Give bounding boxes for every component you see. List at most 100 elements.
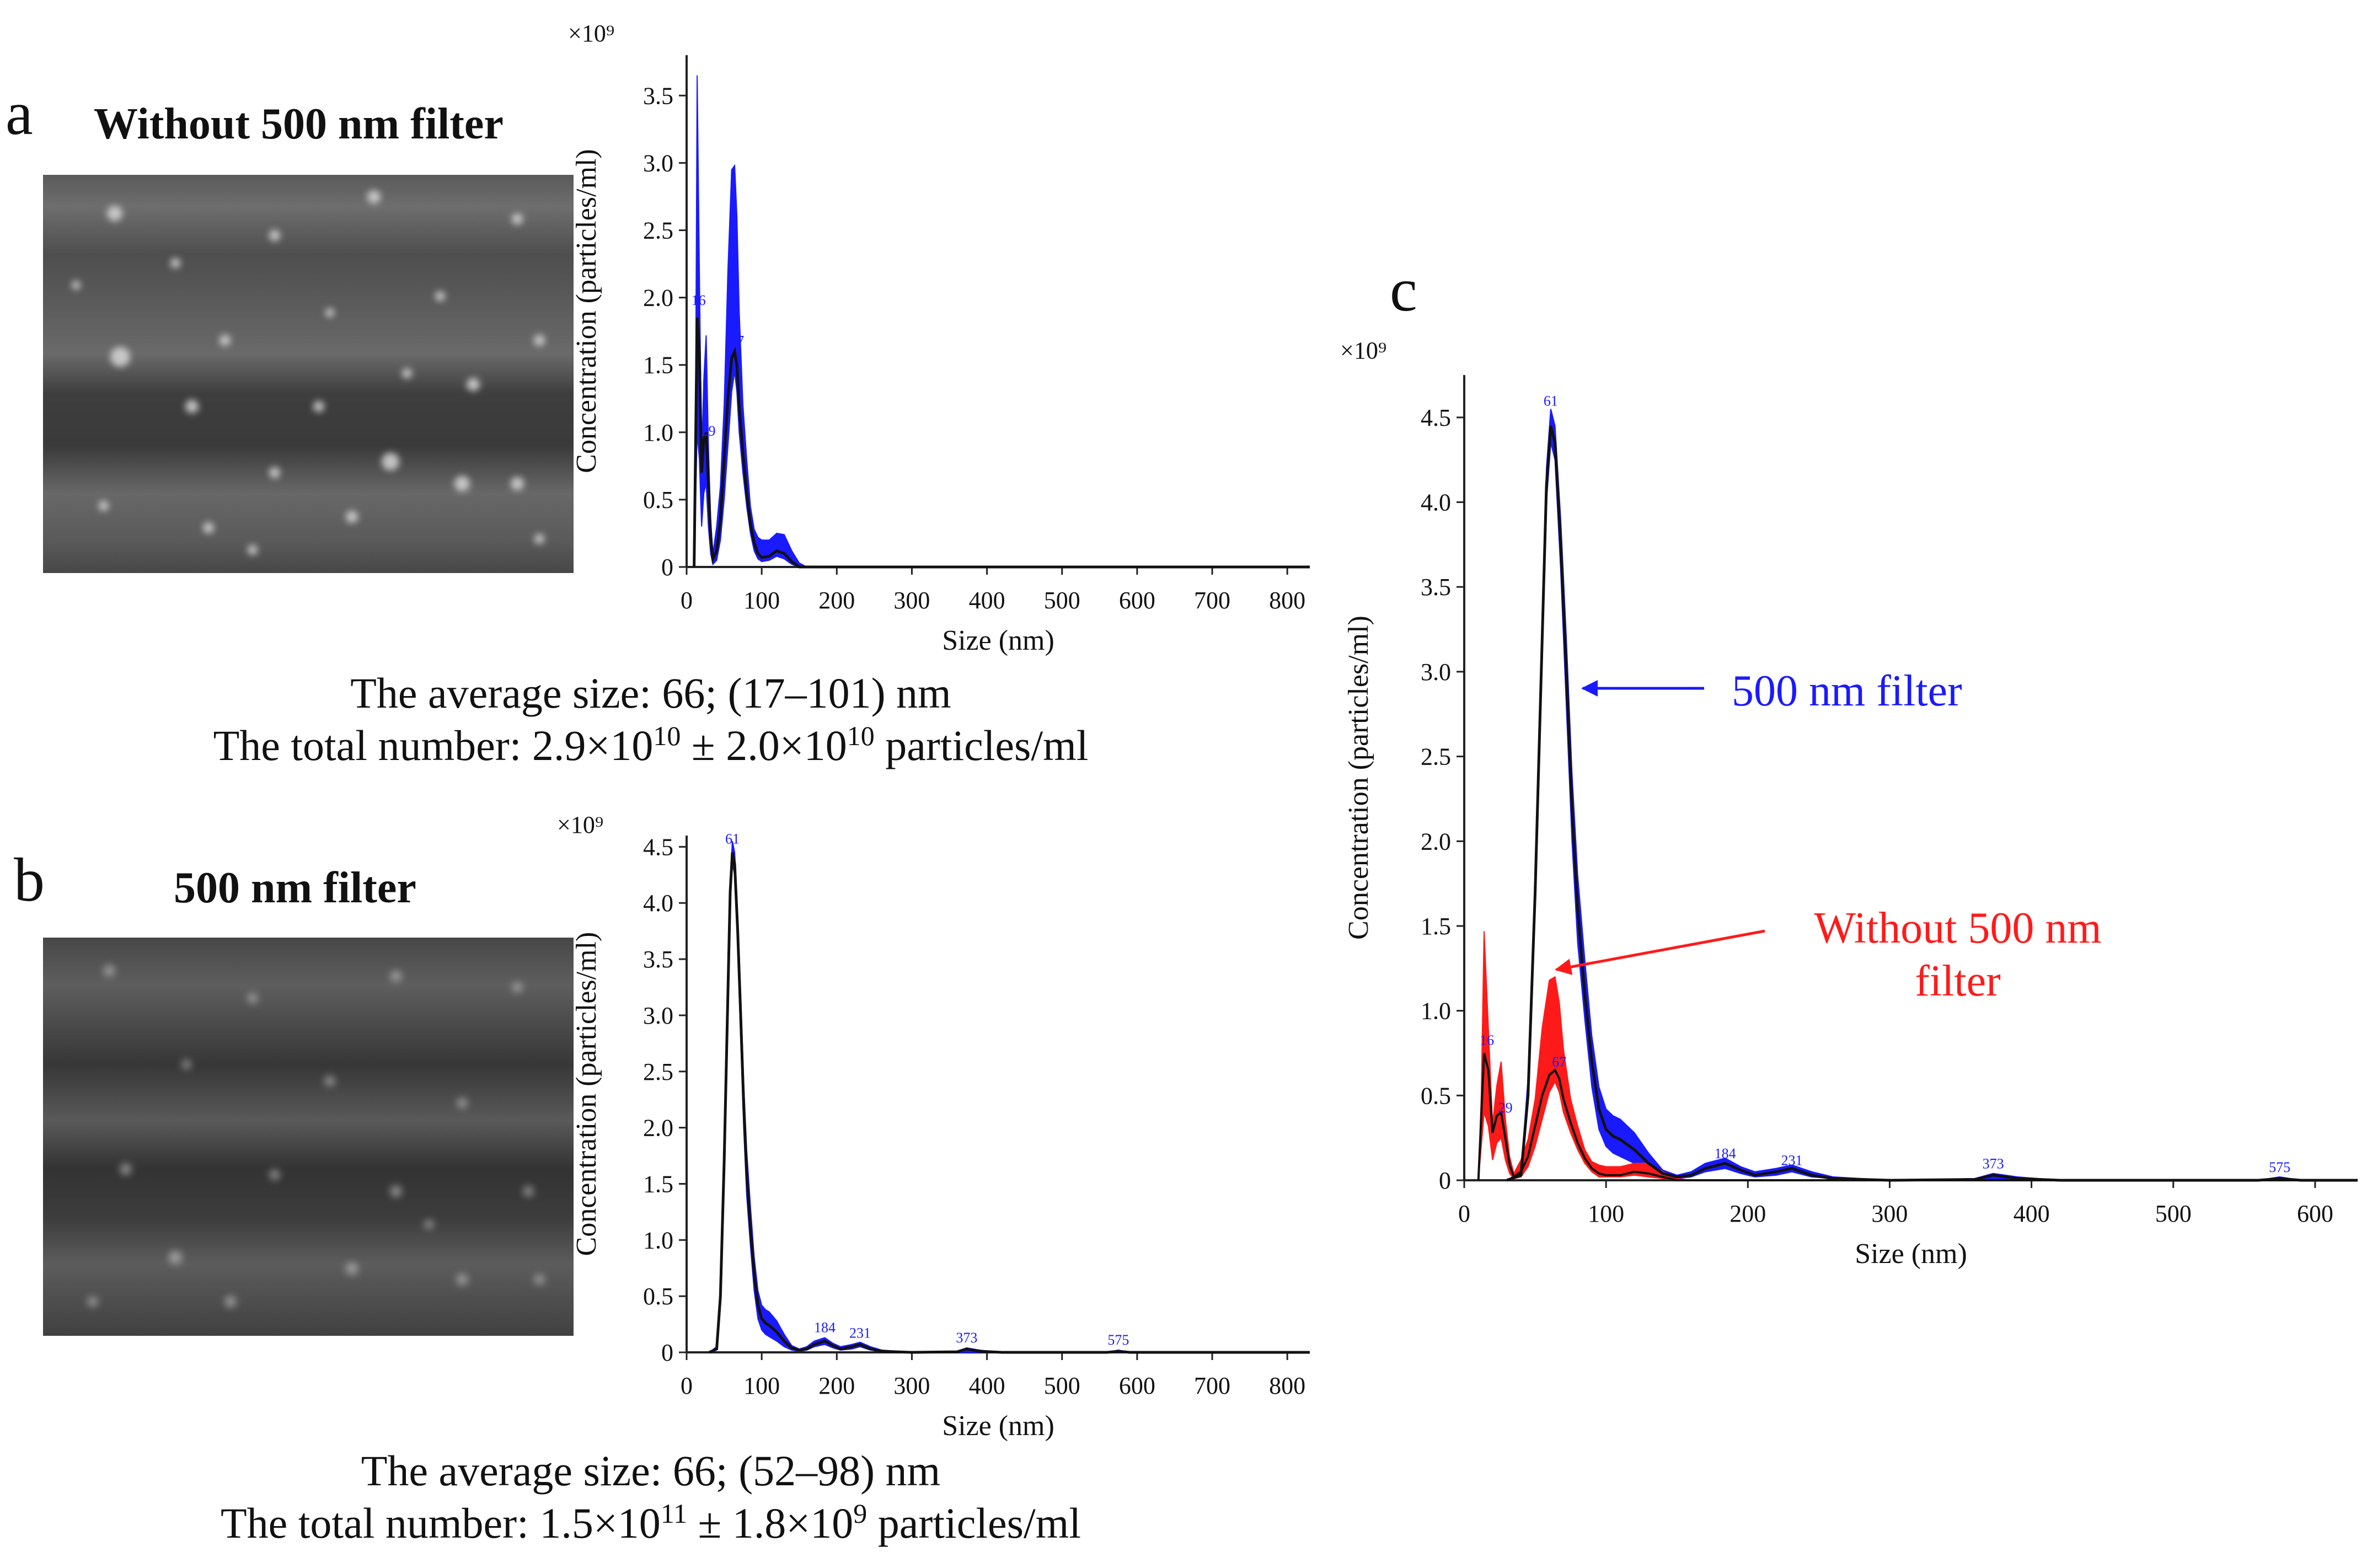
chart-b-xtick-label: 400 [969,1372,1005,1399]
chart-a-ylabel: Concentration (particles/ml) [571,149,602,473]
chart-c-ytick-label: 4.0 [1421,489,1451,516]
chart-c-peak-label: 575 [2269,1159,2290,1175]
panel-title-a: Without 500 nm filter [94,100,504,148]
total-number-b-exp2: 9 [853,1497,868,1529]
chart-b-xlabel: Size (nm) [942,1410,1054,1442]
chart-a-ytick-label: 2.0 [643,285,673,312]
chart-a-peak-label: 16 [692,292,706,308]
chart-c-xtick-label: 600 [2297,1200,2333,1227]
annotation-without-filter: Without 500 nm filter [1737,902,2178,1008]
microscopy-image-b [43,938,574,1336]
annotation-without-filter-line2: filter [1915,957,2001,1005]
chart-c-xlabel: Size (nm) [1855,1238,1967,1270]
chart-c-xtick-label: 400 [2014,1200,2050,1227]
chart-c-ytick-label: 3.0 [1421,659,1451,686]
chart-c-peak-label: 184 [1715,1146,1736,1162]
total-number-b-suffix: particles/ml [867,1499,1081,1547]
chart-c-ytick-label: 1.5 [1421,913,1451,940]
chart-c-peak-label: 67 [1552,1054,1566,1070]
chart-c-xtick-label: 100 [1588,1200,1624,1227]
chart-c-ytick-label: 2.5 [1421,743,1451,770]
chart-c-series-filter-mean-line [1506,425,2358,1182]
chart-c-ytick-label: 0.5 [1421,1082,1451,1109]
chart-b-xtick-label: 200 [818,1372,855,1399]
total-number-a-exp2: 10 [847,720,875,751]
chart-a-xtick-label: 800 [1269,587,1305,614]
chart-c-series-nofilter-mean-line [1477,1053,2358,1181]
chart-a-ytick-label: 2.5 [643,217,673,244]
chart-b-ytick-label: 2.5 [643,1058,673,1085]
chart-b-peak-label: 184 [814,1319,836,1335]
chart-c-peak-label: 16 [1480,1032,1494,1048]
annotation-500nm-filter: 500 nm filter [1732,667,1962,715]
chart-a-xtick-label: 300 [893,587,930,614]
chart-c-peak-label: 373 [1983,1156,2004,1172]
microscopy-texture-b [43,938,574,1336]
chart-b-xtick-label: 800 [1269,1372,1305,1399]
chart-b-ytick-label: 1.0 [643,1227,673,1254]
chart-a-series-mean-line [693,318,1310,569]
chart-b-xtick-label: 300 [893,1372,930,1399]
chart-c-ytick-label: 2.0 [1421,828,1451,855]
panel-letter-a: a [6,79,33,148]
total-number-b-exp1: 11 [660,1497,687,1529]
chart-b-peak-label: 61 [725,831,740,847]
chart-c-peak-label: 29 [1498,1100,1513,1116]
panel-letter-c: c [1390,256,1417,324]
chart-b-xtick-label: 0 [681,1372,693,1399]
total-number-b-mid: ± 1.8×10 [687,1499,854,1547]
chart-b-ytick-label: 1.5 [643,1170,673,1197]
chart-c-ytick-label: 0 [1439,1167,1451,1194]
chart-a-ytick-label: 3.0 [643,149,673,176]
chart-c-ytick-label: 1.0 [1421,998,1451,1025]
annotation-without-filter-line1: Without 500 nm [1814,904,2102,952]
chart-a-xtick-label: 400 [969,587,1005,614]
chart-a-peak-label: 67 [730,333,744,349]
chart-b-ytick-label: 3.5 [643,946,673,973]
chart-a-xtick-label: 0 [681,587,693,614]
chart-b-xtick-label: 700 [1194,1372,1230,1399]
total-number-a-exp1: 10 [653,720,681,751]
chart-a-ytick-label: 3.5 [643,82,673,109]
chart-b-series-mean-line [708,852,1310,1354]
chart-b-xtick-label: 500 [1044,1372,1080,1399]
chart-a-xtick-label: 100 [743,587,780,614]
chart-a-xtick-label: 700 [1194,587,1230,614]
average-size-b: The average size: 66; (52–98) nm [361,1447,941,1495]
chart-b-ytick-label: 2.0 [643,1115,673,1142]
chart-b-xtick-label: 600 [1119,1372,1155,1399]
chart-c-ylabel: Concentration (particles/ml) [1343,616,1374,940]
chart-b-peak-label: 231 [849,1325,871,1341]
chart-b-peak-label: 575 [1107,1332,1129,1348]
panel-letter-b: b [14,846,45,914]
chart-c-xtick-label: 300 [1871,1200,1908,1227]
chart-c-ytick-label: 4.5 [1421,404,1451,431]
chart-b-ytick-label: 3.0 [643,1002,673,1029]
stats-b: The average size: 66; (52–98) nm The tot… [0,1445,1302,1549]
average-size-a: The average size: 66; (17–101) nm [350,669,951,717]
chart-b-ytick-label: 4.0 [643,890,673,917]
chart-b-scale-label: ×10⁹ [557,811,603,838]
chart-b-xtick-label: 100 [743,1372,780,1399]
microscopy-texture-a [43,175,574,573]
stats-a: The average size: 66; (17–101) nm The to… [0,667,1302,771]
total-number-a: The total number: 2.9×1010 ± 2.0×1010 pa… [0,719,1302,772]
chart-c-xtick-label: 0 [1458,1200,1470,1227]
chart-c-ytick-label: 3.5 [1421,574,1451,601]
total-number-b: The total number: 1.5×1011 ± 1.8×109 par… [0,1497,1302,1549]
total-number-a-suffix: particles/ml [874,721,1089,769]
microscopy-image-a [43,175,574,573]
chart-a-xtick-label: 600 [1119,587,1155,614]
chart-b-peak-label: 373 [956,1330,977,1346]
total-number-a-prefix: The total number: 2.9×10 [213,721,654,769]
chart-a-xlabel: Size (nm) [942,625,1054,656]
chart-a-peak-label: 29 [701,423,715,439]
chart-c-peak-label: 231 [1781,1152,1803,1168]
chart-b-ytick-label: 0 [661,1339,673,1366]
chart-c-xtick-label: 500 [2155,1200,2192,1227]
chart-a-ytick-label: 1.0 [643,419,673,446]
chart-b-ytick-label: 0.5 [643,1283,673,1310]
